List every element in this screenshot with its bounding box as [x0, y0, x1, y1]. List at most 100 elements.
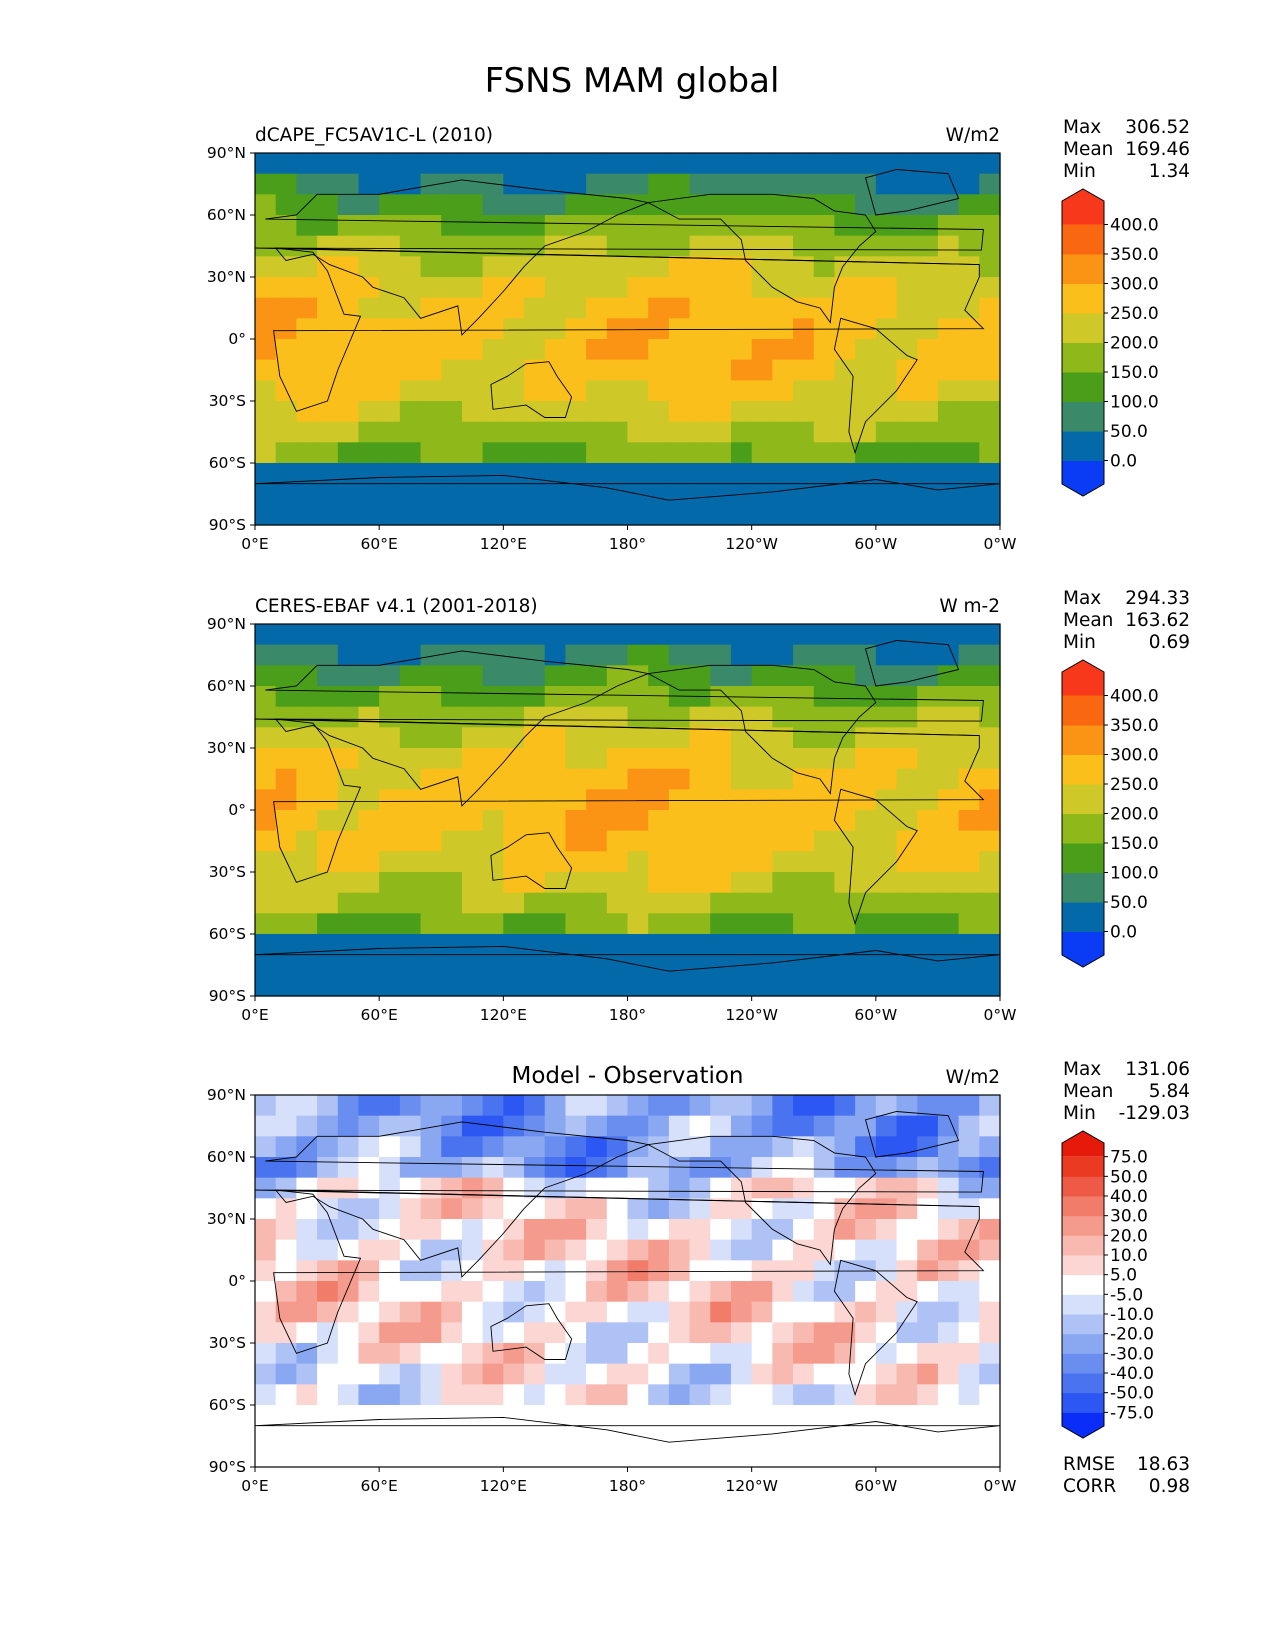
- grid-cell: [855, 1425, 877, 1447]
- coastline-6: [864, 1111, 960, 1158]
- grid-cell: [337, 421, 360, 443]
- grid-cell: [772, 1446, 794, 1468]
- y-tick-label: 60°S: [209, 1396, 246, 1414]
- colorbar-segment: [1062, 283, 1104, 314]
- grid-cell: [482, 215, 504, 237]
- grid-cell: [855, 1157, 877, 1179]
- colorbar-tick-label: 50.0: [1110, 893, 1148, 913]
- grid-cell: [710, 624, 732, 646]
- grid-cell: [875, 483, 898, 505]
- grid-cell: [958, 1281, 980, 1303]
- grid-cell: [751, 339, 773, 361]
- grid-cell: [834, 1219, 856, 1241]
- grid-cell: [772, 892, 794, 914]
- grid-cell: [710, 421, 732, 443]
- grid-cell: [441, 727, 463, 749]
- panel-left-title: dCAPE_FC5AV1C-L (2010): [255, 125, 493, 146]
- grid-cell: [937, 483, 960, 505]
- y-tick-label: 90°S: [209, 516, 246, 534]
- grid-cell: [420, 1260, 442, 1282]
- grid-cell: [317, 1301, 339, 1323]
- grid-cell: [379, 1177, 401, 1199]
- grid-cell: [689, 463, 711, 485]
- y-tick-label: 90°S: [209, 987, 246, 1005]
- grid-cell: [524, 504, 546, 526]
- grid-cell: [875, 256, 898, 278]
- grid-cell: [958, 1446, 980, 1468]
- grid-cell: [668, 442, 691, 464]
- grid-cell: [917, 1384, 939, 1406]
- grid-cell: [275, 215, 297, 237]
- colorbar-tick-label: 150.0: [1110, 363, 1159, 383]
- grid-cell: [441, 706, 463, 728]
- grid-cell: [793, 727, 815, 749]
- grid-cell: [337, 1157, 360, 1179]
- grid-cell: [834, 1405, 856, 1427]
- grid-cell: [979, 851, 1001, 873]
- coastline-2: [254, 179, 984, 336]
- grid-cell: [399, 1425, 422, 1447]
- grid-cell: [544, 401, 567, 423]
- grid-cell: [606, 1219, 629, 1241]
- grid-cell: [793, 1405, 815, 1427]
- grid-cell: [813, 1322, 836, 1344]
- grid-cell: [689, 339, 711, 361]
- grid-cell: [420, 1425, 442, 1447]
- grid-cell: [379, 1446, 401, 1468]
- grid-cell: [379, 644, 401, 666]
- grid-cell: [255, 277, 277, 299]
- grid-cell: [255, 872, 277, 894]
- grid-cell: [565, 1095, 587, 1117]
- grid-cell: [875, 768, 898, 790]
- grid-cell: [627, 1322, 649, 1344]
- grid-cell: [586, 1177, 608, 1199]
- grid-cell: [834, 851, 856, 873]
- x-tick-label: 0°E: [241, 1006, 268, 1024]
- grid-cell: [503, 359, 525, 381]
- grid-cell: [689, 1136, 711, 1158]
- y-tick-label: 60°N: [207, 206, 246, 224]
- grid-cell: [503, 1136, 525, 1158]
- grid-cell: [565, 954, 587, 976]
- grid-cell: [606, 1239, 629, 1261]
- grid-cell: [937, 830, 960, 852]
- grid-cell: [668, 215, 691, 237]
- grid-cell: [275, 277, 297, 299]
- coastline-1: [273, 247, 985, 412]
- grid-cell: [461, 706, 484, 728]
- grid-cell: [648, 665, 670, 687]
- grid-cell: [317, 421, 339, 443]
- grid-cell: [544, 892, 567, 914]
- grid-cell: [399, 421, 422, 443]
- grid-cell: [668, 665, 691, 687]
- grid-cell: [399, 1239, 422, 1261]
- grid-cell: [979, 1343, 1001, 1365]
- grid-cell: [461, 1425, 484, 1447]
- grid-cell: [896, 851, 918, 873]
- grid-cell: [255, 483, 277, 505]
- grid-cell: [627, 1446, 649, 1468]
- grid-cell: [586, 1322, 608, 1344]
- grid-cell: [793, 872, 815, 894]
- grid-cell: [358, 1322, 380, 1344]
- grid-cell: [668, 768, 691, 790]
- grid-cell: [917, 768, 939, 790]
- grid-cell: [875, 644, 898, 666]
- grid-cell: [275, 830, 297, 852]
- grid-cell: [544, 297, 567, 319]
- grid-cell: [793, 380, 815, 402]
- grid-cell: [461, 1260, 484, 1282]
- grid-cell: [979, 913, 1001, 935]
- grid-cell: [337, 153, 360, 175]
- colorbar-segment: [1062, 1333, 1104, 1354]
- grid-cell: [772, 380, 794, 402]
- grid-cell: [586, 359, 608, 381]
- colorbar-segment: [1062, 902, 1104, 932]
- grid-cell: [668, 463, 691, 485]
- grid-cell: [565, 1343, 587, 1365]
- grid-cell: [772, 1115, 794, 1137]
- grid-cell: [275, 1343, 297, 1365]
- grid-cell: [296, 1363, 318, 1385]
- grid-cell: [379, 401, 401, 423]
- grid-cell: [627, 1239, 649, 1261]
